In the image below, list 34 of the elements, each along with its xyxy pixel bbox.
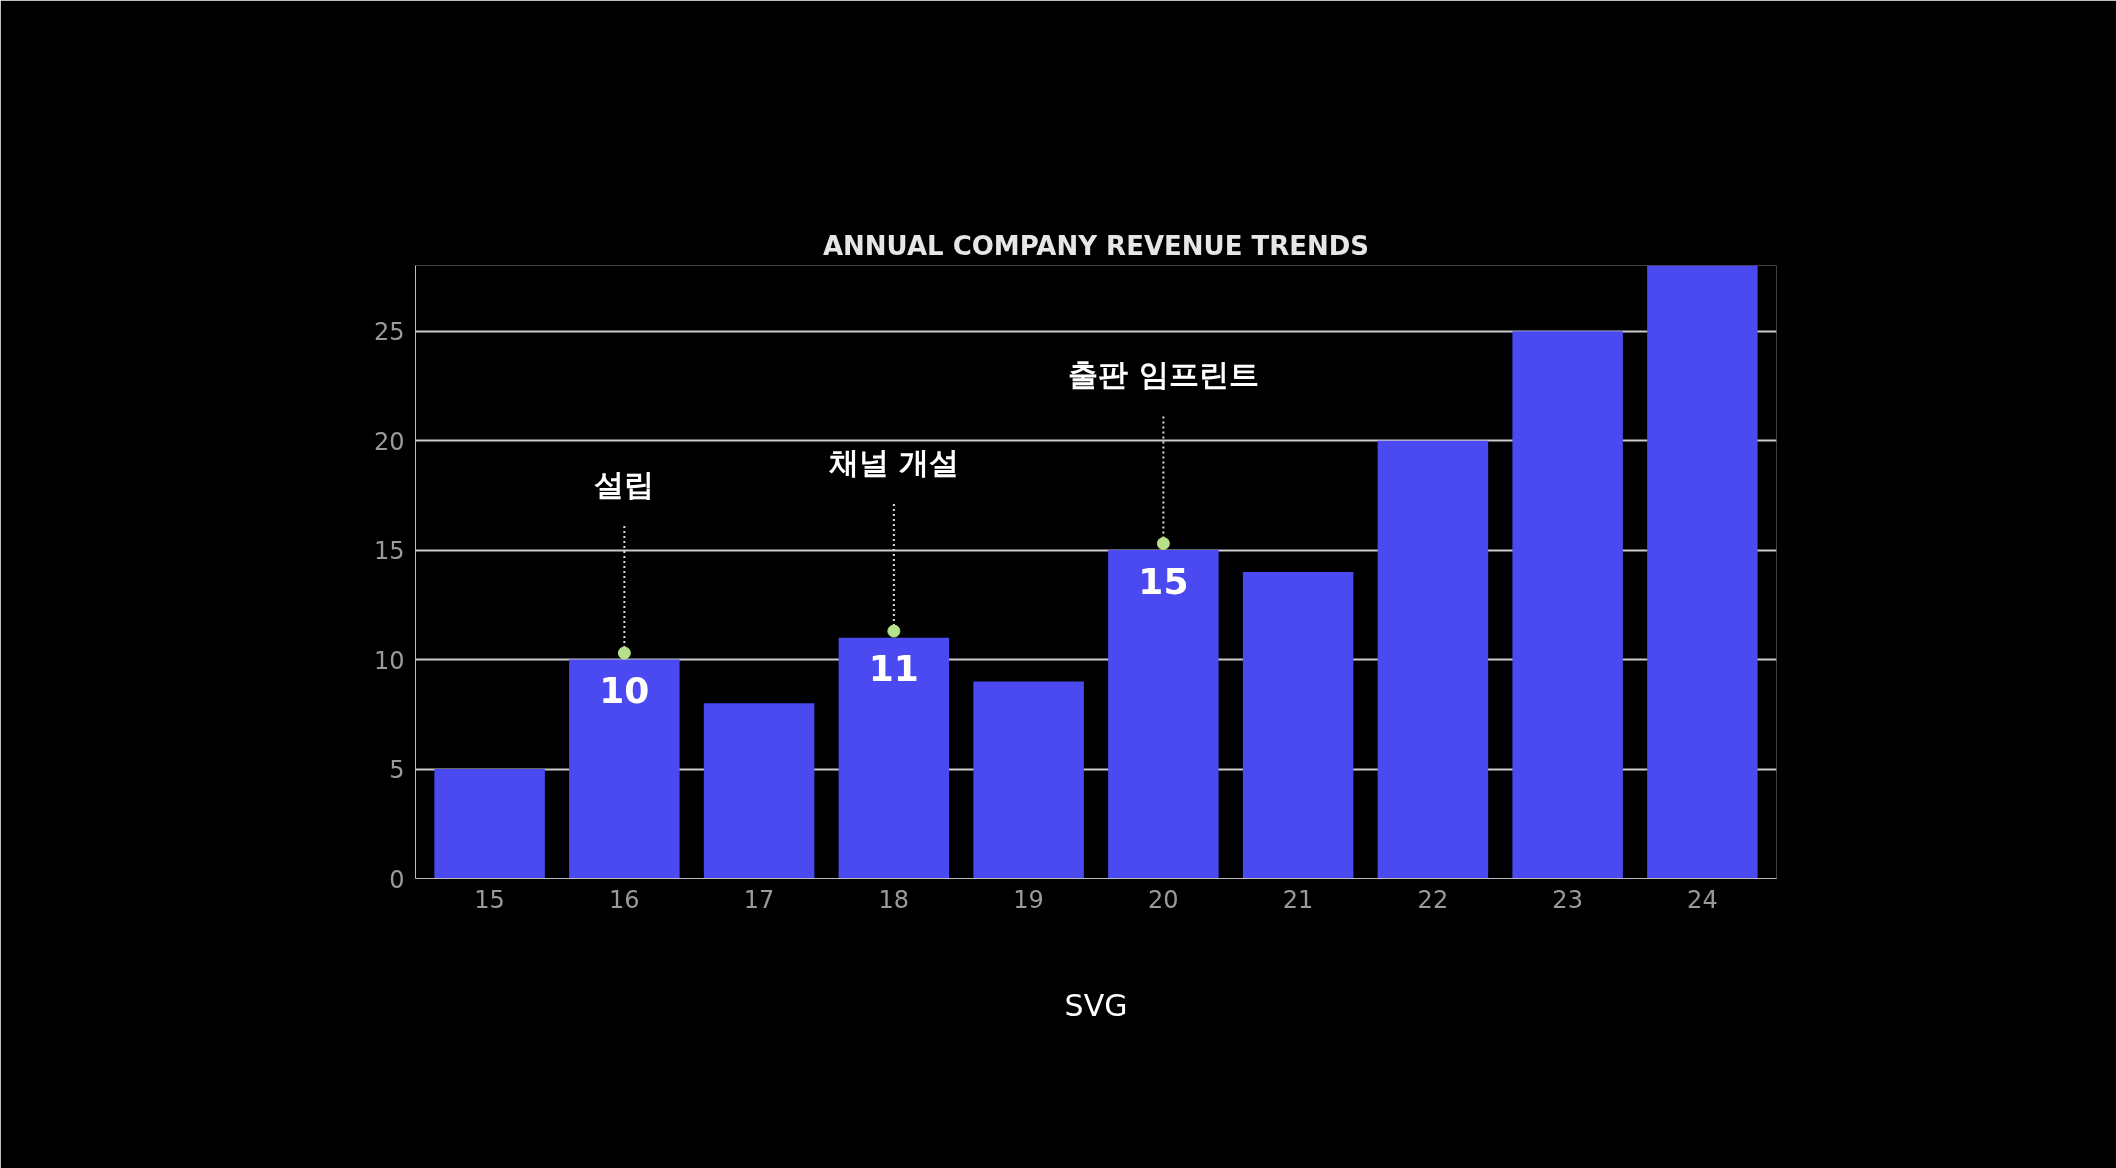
data-label: 10 <box>599 670 650 712</box>
x-tick-label: 21 <box>1282 885 1314 914</box>
bar <box>1242 572 1354 879</box>
annotation: 채널 개설 <box>828 445 960 481</box>
x-tick-label: 23 <box>1552 885 1583 914</box>
y-tick-label: 5 <box>389 756 405 785</box>
bar <box>838 637 950 879</box>
chart-title: ANNUAL COMPANY REVENUE TRENDS <box>822 230 1370 261</box>
bar <box>1108 550 1219 879</box>
bar <box>569 659 680 879</box>
x-tick-label: 20 <box>1148 885 1179 914</box>
y-tick-label: 20 <box>373 427 405 456</box>
bar <box>1377 440 1489 879</box>
x-tick-label: 16 <box>609 885 640 914</box>
y-tick-label: 25 <box>373 318 405 347</box>
text: SVG <box>1064 987 1128 1023</box>
bar <box>1512 331 1623 879</box>
x-tick-label: 22 <box>1417 885 1449 914</box>
bar <box>1647 265 1758 879</box>
bar <box>703 703 815 879</box>
bar <box>973 681 1084 879</box>
y-tick-label: 0 <box>389 865 405 894</box>
x-tick-label: 17 <box>743 885 775 914</box>
data-label: 15 <box>1138 560 1189 602</box>
x-tick-label: 18 <box>878 885 910 914</box>
annotation: 설립 <box>594 466 655 502</box>
x-tick-label: 15 <box>474 885 505 914</box>
y-tick-label: 15 <box>373 537 405 566</box>
x-tick-label: 24 <box>1687 885 1718 914</box>
annotation: 출판 임프린트 <box>1068 357 1259 393</box>
bar <box>434 769 545 879</box>
y-tick-label: 10 <box>373 646 405 675</box>
x-tick-label: 19 <box>1013 885 1044 914</box>
data-label: 11 <box>868 648 919 690</box>
